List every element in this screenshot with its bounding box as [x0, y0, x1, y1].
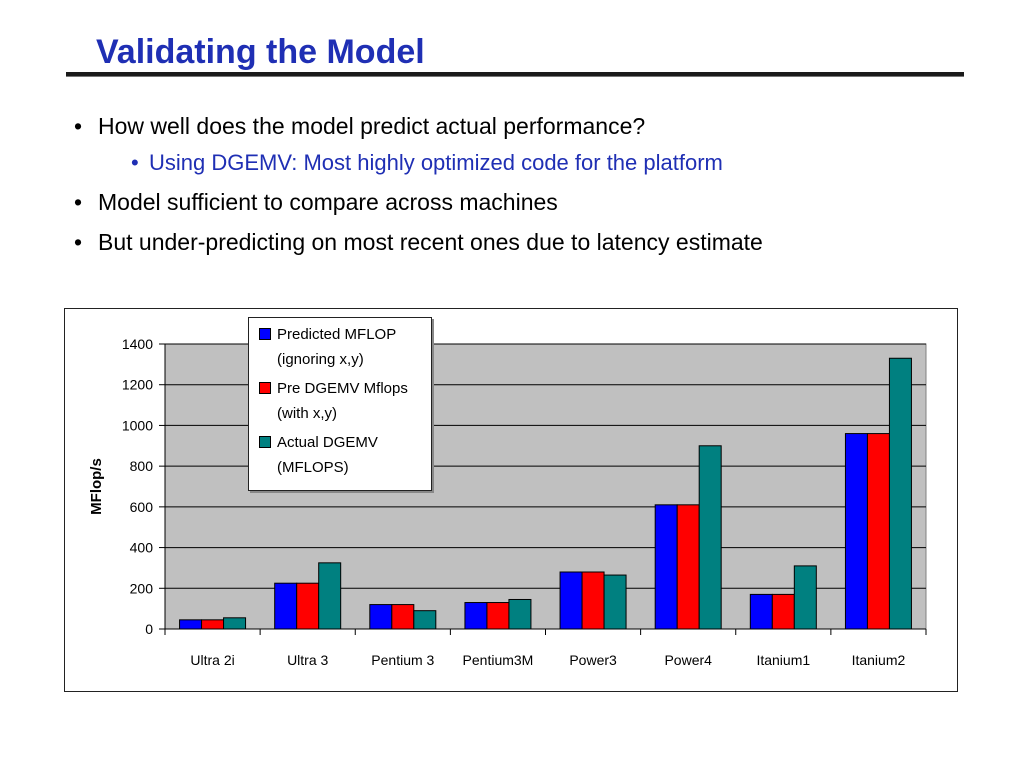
bar-pentium3m-series-1	[464, 602, 488, 630]
bar-itanium2-series-2	[866, 433, 890, 630]
bullet-1-text: How well does the model predict actual p…	[98, 113, 646, 139]
legend-label-line: (MFLOPS)	[277, 459, 349, 476]
y-tick-label: 400	[130, 540, 154, 556]
legend-label: Actual DGEMV (MFLOPS)	[277, 430, 378, 480]
bar-itanium2-series-1	[844, 433, 868, 630]
x-tick-label: Pentium3M	[463, 652, 534, 668]
bar-itanium2-series-3	[888, 357, 912, 630]
bar-ultra-2i-series-2	[201, 619, 225, 630]
x-tick-label: Itanium1	[756, 652, 810, 668]
bar-ultra-3-series-3	[318, 562, 342, 630]
x-tick-label: Ultra 3	[287, 652, 328, 668]
bullet-2-sub: • Using DGEMV: Most highly optimized code…	[131, 148, 723, 178]
bullet-3: • Model sufficient to compare across mach…	[74, 187, 558, 217]
legend-label-line: Predicted MFLOP	[277, 326, 397, 343]
bar-pentium-3-series-3	[413, 610, 437, 630]
x-tick-label: Pentium 3	[371, 652, 434, 668]
bar-pentium3m-series-2	[486, 602, 510, 630]
y-tick-label: 200	[130, 580, 154, 596]
bullet-1: • How well does the model predict actual …	[74, 111, 645, 141]
bar-pentium-3-series-2	[391, 604, 415, 630]
legend-swatch	[259, 328, 271, 340]
bar-ultra-2i-series-3	[223, 617, 247, 630]
legend-swatch	[259, 382, 271, 394]
bullet-4-text: But under-predicting on most recent ones…	[98, 229, 763, 255]
bullet-dot: •	[74, 113, 83, 139]
y-axis-label: MFlop/s	[88, 458, 105, 515]
x-tick-label: Power4	[664, 652, 712, 668]
x-tick-label: Power3	[569, 652, 617, 668]
legend-item-3: Actual DGEMV (MFLOPS)	[259, 430, 425, 480]
bar-pentium-3-series-1	[369, 604, 393, 630]
legend-label: Predicted MFLOP (ignoring x,y)	[277, 322, 396, 372]
legend-label-line: (with x,y)	[277, 405, 337, 422]
legend-swatch	[259, 436, 271, 448]
bullet-list: • How well does the model predict actual …	[0, 0, 1024, 300]
legend-label-line: (ignoring x,y)	[277, 351, 364, 368]
bullet-2-text: Using DGEMV: Most highly optimized code …	[149, 150, 723, 175]
x-tick-label: Itanium2	[852, 652, 906, 668]
title-underline	[66, 72, 964, 77]
bar-power4-series-1	[654, 504, 678, 630]
bullet-dot: •	[74, 189, 83, 215]
bar-power4-series-3	[698, 445, 722, 630]
bar-ultra-3-series-2	[296, 582, 320, 630]
bullet-4: • But under-predicting on most recent one…	[74, 227, 763, 257]
slide-title: Validating the Model	[96, 33, 425, 71]
bar-itanium1-series-2	[771, 593, 795, 630]
legend-label-line: Pre DGEMV Mflops	[277, 380, 408, 397]
bar-power3-series-3	[603, 574, 627, 630]
legend-label: Pre DGEMV Mflops (with x,y)	[277, 376, 408, 426]
y-tick-label: 600	[130, 499, 154, 515]
y-tick-label: 1400	[122, 336, 153, 352]
bar-itanium1-series-3	[793, 565, 817, 630]
y-tick-label: 1200	[122, 377, 153, 393]
bar-power3-series-2	[581, 571, 605, 630]
y-tick-label: 800	[130, 458, 154, 474]
y-tick-label: 1000	[122, 417, 153, 433]
bar-power3-series-1	[559, 571, 583, 630]
y-tick-label: 0	[145, 621, 153, 637]
legend-item-1: Predicted MFLOP (ignoring x,y)	[259, 322, 425, 372]
legend-label-line: Actual DGEMV	[277, 434, 378, 451]
bar-ultra-2i-series-1	[179, 619, 203, 630]
bullet-dot: •	[131, 150, 139, 175]
bar-itanium1-series-1	[749, 593, 773, 630]
bar-chart: 0 200 400 600 800 1000 1200 1400 MFlop/s Ultra 2i…	[88, 336, 927, 668]
legend-item-2: Pre DGEMV Mflops (with x,y)	[259, 376, 425, 426]
bar-pentium3m-series-3	[508, 598, 532, 630]
bullet-dot: •	[74, 229, 83, 255]
chart-frame: 0 200 400 600 800 1000 1200 1400 MFlop/s Ultra 2i…	[64, 308, 958, 692]
bar-ultra-3-series-1	[274, 582, 298, 630]
chart-legend: Predicted MFLOP (ignoring x,y) Pre DGEMV M…	[248, 317, 432, 491]
bar-power4-series-2	[676, 504, 700, 630]
bullet-3-text: Model sufficient to compare across machi…	[98, 189, 558, 215]
x-tick-label: Ultra 2i	[190, 652, 234, 668]
